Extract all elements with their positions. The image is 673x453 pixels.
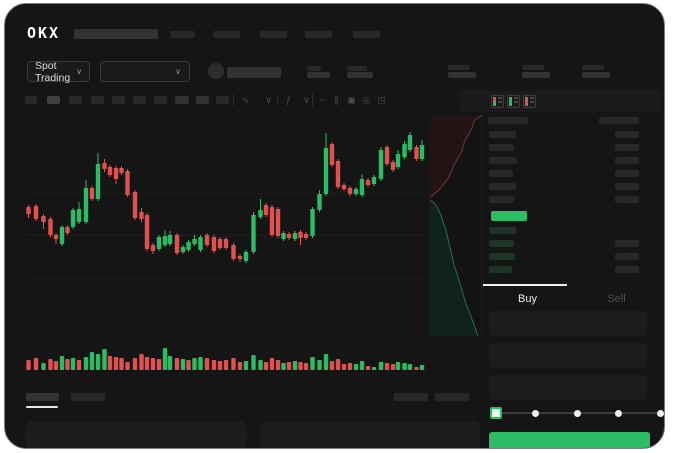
slider-stop[interactable] [573, 409, 581, 417]
timeframe-skeleton[interactable] [69, 96, 82, 104]
buy-tab-active-indicator [483, 284, 567, 286]
nav-item-skeleton[interactable] [213, 31, 240, 38]
app-window: OKX Spot Trading ∨ ∨ ∿ ∨ ƒ ∨ ~ ∥ ▣ ◎ ◳ [4, 3, 665, 449]
ticker-stat-skeleton [582, 72, 610, 78]
timeframe-skeleton[interactable] [175, 96, 189, 104]
camera-icon[interactable]: ▣ [347, 95, 356, 105]
timeframe-skeleton[interactable] [154, 96, 167, 104]
ticker-stat-skeleton [582, 65, 604, 70]
ask-amount-skeleton [615, 144, 639, 151]
topbar-title-skeleton [74, 29, 158, 39]
ask-price-skeleton [489, 196, 514, 203]
line-tool-icon[interactable]: ~ [319, 95, 326, 105]
ask-amount-skeleton [615, 196, 639, 203]
ask-price-skeleton [489, 144, 514, 151]
fullscreen-icon[interactable]: ◳ [377, 95, 386, 105]
orderbook-header-skeleton [599, 117, 639, 124]
ticker-stat-skeleton [307, 66, 321, 71]
draw-tool-icon[interactable]: ∥ [334, 95, 339, 105]
ask-price-skeleton [489, 157, 517, 164]
ticker-stat-skeleton [522, 65, 544, 70]
market-type-label: Spot Trading [34, 59, 71, 84]
last-price-indicator [491, 211, 527, 221]
ticker-stat-skeleton [307, 72, 330, 78]
volume-chart[interactable] [25, 341, 425, 371]
active-tab-underline [26, 406, 58, 408]
buy-tab[interactable]: Buy [518, 293, 537, 305]
ask-price-skeleton [489, 183, 516, 190]
bid-amount-skeleton [615, 240, 639, 247]
nav-item-skeleton[interactable] [353, 31, 380, 38]
indicators-icon[interactable]: ƒ [285, 95, 291, 105]
target-icon[interactable]: ◎ [362, 95, 371, 105]
bid-amount-skeleton [615, 253, 639, 260]
orders-panel-skeleton [260, 421, 480, 448]
chart-type-icon[interactable]: ∿ [241, 95, 250, 105]
timeframe-skeleton[interactable] [25, 96, 37, 104]
bid-price-skeleton [489, 266, 512, 273]
orderbook-layout-buys-icon[interactable] [507, 95, 520, 108]
ticker-stat-skeleton [448, 72, 476, 78]
place-order-button[interactable] [489, 432, 650, 448]
nav-item-skeleton[interactable] [305, 31, 332, 38]
orders-tab-skeleton[interactable] [71, 393, 105, 401]
orderbook-header-skeleton [488, 117, 528, 124]
okx-logo[interactable]: OKX [27, 24, 61, 42]
bid-price-skeleton [489, 253, 515, 260]
nav-item-skeleton[interactable] [260, 31, 287, 38]
bid-price-skeleton [489, 240, 514, 247]
ask-amount-skeleton [615, 170, 639, 177]
nav-item-skeleton[interactable] [170, 31, 195, 38]
ticker-stat-skeleton [347, 72, 373, 78]
chevron-down-icon[interactable]: ∨ [265, 95, 272, 105]
sell-tab[interactable]: Sell [607, 293, 626, 305]
bid-amount-skeleton [615, 266, 639, 273]
ticker-stat-skeleton [522, 72, 550, 78]
slider-handle[interactable] [490, 407, 502, 419]
orderbook-layout-sells-icon[interactable] [523, 95, 536, 108]
pair-name-skeleton [227, 67, 281, 78]
timeframe-skeleton[interactable] [133, 96, 146, 104]
orders-tab-skeleton[interactable] [26, 393, 59, 401]
chevron-down-icon: ∨ [76, 67, 83, 76]
ticker-stat-skeleton [347, 66, 367, 71]
order-total-field[interactable] [489, 375, 647, 400]
orders-filter-skeleton[interactable] [435, 393, 469, 401]
chevron-down-icon[interactable]: ∨ [303, 95, 310, 105]
depth-chart [429, 114, 482, 337]
ask-amount-skeleton [615, 131, 639, 138]
slider-stop[interactable] [656, 409, 664, 417]
candlestick-chart[interactable] [25, 114, 425, 340]
toolbar-divider [312, 94, 313, 106]
ask-amount-skeleton [615, 157, 639, 164]
coin-icon [208, 63, 224, 79]
slider-stop[interactable] [615, 409, 622, 417]
ticker-stat-skeleton [448, 65, 470, 70]
pair-selector-dropdown[interactable]: ∨ [100, 61, 190, 82]
timeframe-skeleton-active[interactable] [47, 96, 60, 104]
ask-price-skeleton [489, 131, 516, 138]
order-price-field[interactable] [489, 311, 647, 336]
orders-filter-skeleton[interactable] [394, 393, 428, 401]
toolbar-divider [277, 94, 278, 106]
slider-stop[interactable] [532, 409, 539, 417]
timeframe-skeleton[interactable] [196, 96, 209, 104]
orderbook-layout-split-icon[interactable] [491, 95, 504, 108]
timeframe-skeleton[interactable] [112, 96, 125, 104]
market-type-selector[interactable]: Spot Trading ∨ [27, 59, 90, 84]
timeframe-skeleton[interactable] [91, 96, 104, 104]
order-amount-field[interactable] [489, 343, 647, 368]
orders-panel-skeleton [26, 421, 246, 448]
chevron-down-icon: ∨ [175, 67, 181, 76]
ask-price-skeleton [489, 170, 513, 177]
bid-price-skeleton [489, 227, 516, 234]
timeframe-skeleton[interactable] [216, 96, 229, 104]
toolbar-divider [233, 94, 234, 106]
ask-amount-skeleton [615, 183, 639, 190]
